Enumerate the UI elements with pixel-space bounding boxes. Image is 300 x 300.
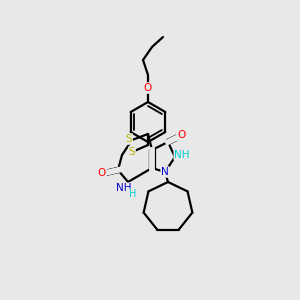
Text: H: H [129, 189, 137, 199]
Text: O: O [144, 83, 152, 93]
Text: N: N [161, 167, 169, 177]
Text: S: S [126, 134, 132, 144]
Text: O: O [98, 168, 106, 178]
Text: NH: NH [117, 184, 133, 194]
Text: H: H [129, 189, 137, 199]
Text: O: O [98, 168, 106, 178]
Text: S: S [126, 134, 132, 144]
Text: NH: NH [116, 183, 132, 193]
Text: NH: NH [174, 150, 190, 160]
Text: N: N [161, 167, 169, 177]
Text: S: S [129, 147, 135, 157]
Text: O: O [177, 130, 185, 140]
Text: NH: NH [174, 150, 190, 160]
Text: O: O [177, 130, 185, 140]
Text: O: O [144, 83, 152, 93]
